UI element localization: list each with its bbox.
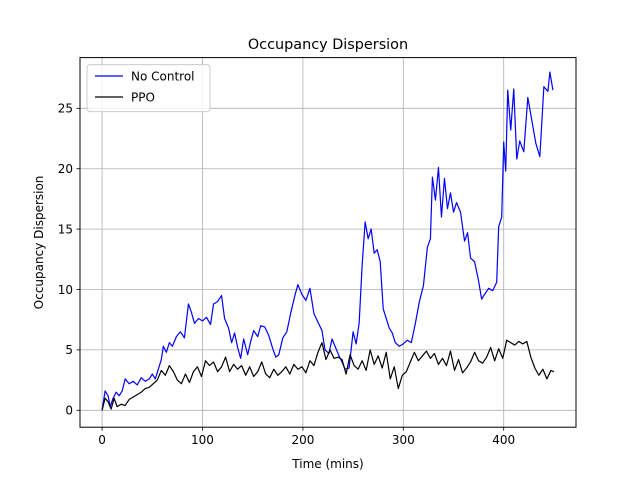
y-tick-label: 10 [58, 283, 73, 297]
legend-label-ppo: PPO [131, 91, 155, 105]
x-tick-label: 300 [392, 433, 415, 447]
y-axis-label: Occupancy Dispersion [32, 176, 46, 310]
y-tick-label: 25 [58, 102, 73, 116]
x-tick-label: 100 [191, 433, 214, 447]
plot-frame [79, 57, 577, 428]
chart-title: Occupancy Dispersion [248, 37, 408, 53]
y-tick-label: 0 [65, 404, 73, 418]
x-tick-label: 400 [492, 433, 515, 447]
series-line-ppo [101, 339, 555, 411]
x-axis-label: Time (mins) [291, 457, 363, 471]
x-tick-label: 200 [291, 433, 314, 447]
axis-ticks: 0 100 200 300 400 0 5 10 15 20 25 [58, 102, 515, 448]
series-lines [101, 71, 555, 411]
y-tick-label: 20 [58, 162, 73, 176]
grid [80, 57, 576, 428]
y-tick-label: 5 [65, 343, 73, 357]
series-line-no-control [101, 71, 554, 411]
legend-label-no-control: No Control [131, 70, 195, 84]
legend: No Control PPO [86, 64, 211, 113]
y-tick-label: 15 [58, 222, 73, 236]
x-tick-label: 0 [98, 433, 106, 447]
